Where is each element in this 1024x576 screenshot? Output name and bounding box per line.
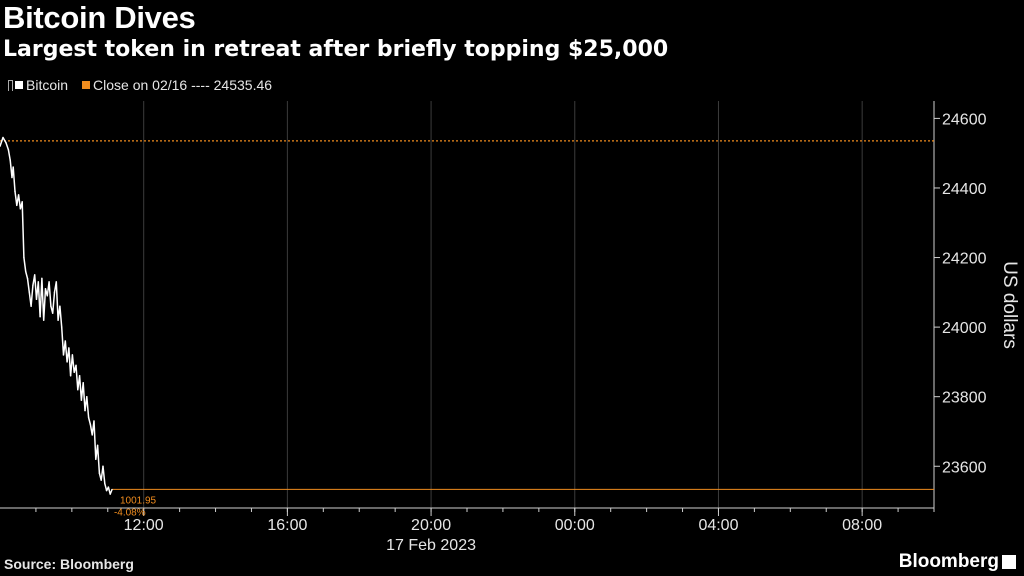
y-tick-label: 24400 xyxy=(942,181,987,198)
bitcoin-point xyxy=(105,489,108,492)
bitcoin-point xyxy=(96,444,99,447)
bitcoin-point xyxy=(57,319,59,321)
bitcoin-point xyxy=(77,389,79,391)
bitcoin-point xyxy=(35,298,38,300)
bitcoin-point xyxy=(95,458,97,460)
bitcoin-point xyxy=(64,340,66,342)
bitcoin-point xyxy=(46,295,48,297)
bitcoin-point xyxy=(34,274,36,276)
y-tick-label: 23800 xyxy=(942,390,987,407)
brand-square-icon xyxy=(1002,555,1016,569)
y-axis-title: US dollars xyxy=(999,261,1020,349)
bitcoin-point xyxy=(39,315,41,318)
chart-title: Bitcoin Dives xyxy=(3,0,196,35)
bitcoin-point xyxy=(80,399,83,401)
bitcoin-point xyxy=(93,420,95,422)
bitcoin-point xyxy=(30,305,32,307)
x-tick-label: 20:00 xyxy=(411,517,451,534)
x-tick-label: 08:00 xyxy=(842,517,882,534)
bitcoin-point xyxy=(69,375,72,377)
bitcoin-point xyxy=(28,291,31,294)
bitcoin-point xyxy=(11,176,13,179)
bitcoin-point xyxy=(111,488,113,491)
bitcoin-point xyxy=(48,281,50,283)
legend-swatch-bitcoin xyxy=(15,81,23,89)
x-date-label: 17 Feb 2023 xyxy=(386,537,476,554)
bitcoin-point xyxy=(21,201,23,203)
bitcoin-point xyxy=(51,312,54,314)
bitcoin-point xyxy=(25,270,27,273)
x-tick-label: 16:00 xyxy=(267,517,307,534)
y-tick-label: 23600 xyxy=(942,459,987,476)
legend: Bitcoin Close on 02/16 ---- 24535.46 xyxy=(8,77,272,93)
bitcoin-point xyxy=(0,145,1,147)
bitcoin-point xyxy=(43,319,45,321)
bitcoin-point xyxy=(82,382,84,384)
bitcoin-point xyxy=(50,305,52,307)
bitcoin-point xyxy=(104,482,106,485)
bitcoin-point xyxy=(14,190,16,193)
bitcoin-point xyxy=(9,159,11,161)
bitcoin-point xyxy=(19,208,22,210)
y-tick-label: 24000 xyxy=(942,320,987,337)
bitcoin-point xyxy=(109,493,111,495)
brand-text: Bloomberg xyxy=(898,551,999,572)
brand-logo: Bloomberg xyxy=(899,551,1016,573)
bitcoin-point xyxy=(71,354,74,356)
line-marker-icon xyxy=(8,79,13,91)
change-value-label: 1001.95 xyxy=(120,495,157,506)
bitcoin-point xyxy=(73,371,75,374)
bitcoin-point xyxy=(78,375,81,377)
bitcoin-point xyxy=(86,395,88,398)
bitcoin-point xyxy=(59,305,61,307)
bitcoin-point xyxy=(7,149,10,151)
bitcoin-point xyxy=(12,166,14,168)
bitcoin-point xyxy=(62,354,65,356)
change-pct-label: -4.08% xyxy=(114,507,146,518)
bitcoin-point xyxy=(60,326,63,328)
x-tick-label: 04:00 xyxy=(698,517,738,534)
bitcoin-point xyxy=(91,434,93,436)
bitcoin-point xyxy=(87,416,90,419)
bitcoin-point xyxy=(84,409,86,412)
bitcoin-point xyxy=(32,284,34,287)
bitcoin-point xyxy=(26,277,29,280)
series-line-bitcoin xyxy=(0,136,113,495)
bitcoin-point xyxy=(68,347,70,349)
bitcoin-point xyxy=(100,479,102,481)
bitcoin-point xyxy=(55,281,57,283)
bitcoin-point xyxy=(107,486,110,488)
bitcoin-point xyxy=(16,204,18,207)
bitcoin-point xyxy=(44,288,47,290)
chart-subtitle: Largest token in retreat after briefly t… xyxy=(3,37,669,62)
legend-label-close: Close on 02/16 ---- 24535.46 xyxy=(93,77,273,93)
bitcoin-point xyxy=(89,423,92,426)
bitcoin-point xyxy=(102,465,104,467)
x-tick-label: 00:00 xyxy=(555,517,595,534)
x-tick-label: 12:00 xyxy=(124,517,164,534)
bitcoin-point xyxy=(41,277,43,280)
bitcoin-point xyxy=(98,472,101,474)
legend-label-bitcoin: Bitcoin xyxy=(26,77,69,93)
bitcoin-point xyxy=(66,361,68,363)
bitcoin-point xyxy=(75,364,77,367)
source-note: Source: Bloomberg xyxy=(4,556,134,572)
bitcoin-point xyxy=(53,291,56,294)
y-tick-label: 24600 xyxy=(942,111,987,128)
bitcoin-point xyxy=(23,256,25,259)
y-tick-label: 24200 xyxy=(942,251,987,268)
bitcoin-point xyxy=(37,281,40,283)
bitcoin-point xyxy=(2,136,4,139)
bitcoin-point xyxy=(17,194,20,196)
bitcoin-point xyxy=(5,142,7,144)
legend-swatch-close xyxy=(82,81,91,89)
